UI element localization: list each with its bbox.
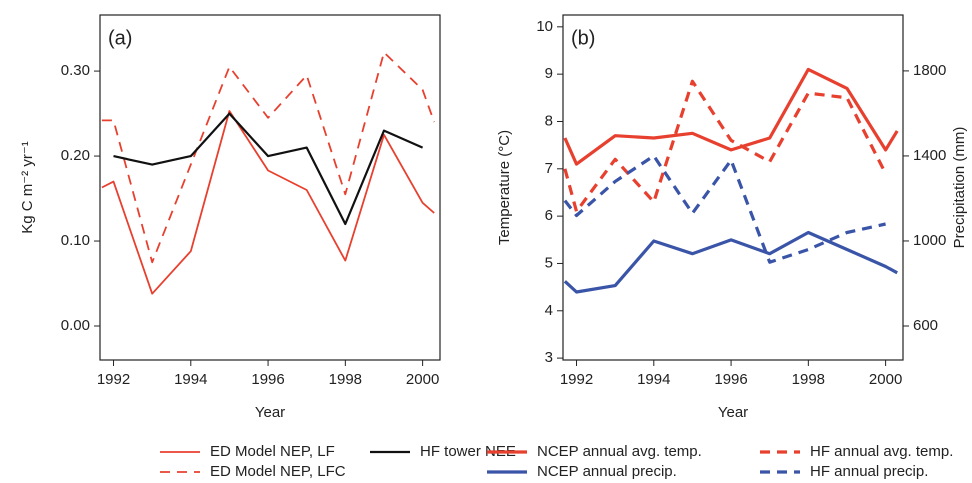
x-tick-label: 2000: [869, 371, 902, 388]
x-tick-label: 1994: [174, 371, 207, 388]
series-line: [101, 51, 436, 264]
y-tick-label: 0.10: [61, 232, 90, 249]
y-tick-label: 7: [545, 160, 553, 177]
legend-label: ED Model NEP, LFC: [210, 463, 346, 480]
y2-tick-label: 600: [913, 317, 938, 334]
legend-label: NCEP annual precip.: [537, 463, 677, 480]
y-tick-label: 9: [545, 65, 553, 82]
legend-label: HF tower NEE: [420, 443, 516, 460]
series-line: [563, 67, 899, 166]
series-line: [563, 79, 888, 213]
x-axis-label: Year: [255, 404, 285, 421]
x-tick-label: 1992: [97, 371, 130, 388]
y-tick-label: 0.30: [61, 62, 90, 79]
series-line: [113, 112, 424, 226]
y-tick-label: 4: [545, 302, 553, 319]
x-tick-label: 1994: [637, 371, 670, 388]
y-tick-label: 3: [545, 349, 553, 366]
series-line: [563, 230, 898, 294]
y-tick-label: 10: [536, 18, 553, 35]
legend-label: NCEP annual avg. temp.: [537, 443, 702, 460]
y2-axis-label: Precipitation (mm): [951, 127, 968, 249]
x-tick-label: 2000: [406, 371, 439, 388]
y-axis-label: Temperature (°C): [496, 130, 513, 245]
legend-label: HF annual avg. temp.: [810, 443, 953, 460]
legend-label: HF annual precip.: [810, 463, 928, 480]
series-line: [101, 110, 435, 295]
panel-label: (b): [571, 27, 595, 49]
x-tick-label: 1998: [792, 371, 825, 388]
legend-label: ED Model NEP, LF: [210, 443, 335, 460]
plot-frame: [99, 14, 441, 361]
y-tick-label: 0.00: [61, 317, 90, 334]
x-tick-label: 1996: [714, 371, 747, 388]
x-tick-label: 1998: [329, 371, 362, 388]
y-axis-label: Kg C m⁻² yr⁻¹: [19, 141, 36, 234]
plot-frame: [562, 14, 904, 361]
y2-tick-label: 1400: [913, 147, 946, 164]
y-tick-label: 6: [545, 207, 553, 224]
x-axis-label: Year: [718, 404, 748, 421]
y2-tick-label: 1000: [913, 232, 946, 249]
y-tick-label: 0.20: [61, 147, 90, 164]
x-tick-label: 1996: [251, 371, 284, 388]
y-tick-label: 8: [545, 112, 553, 129]
panel-label: (a): [108, 27, 132, 49]
y-tick-label: 5: [545, 254, 553, 271]
y2-tick-label: 1800: [913, 62, 946, 79]
x-tick-label: 1992: [560, 371, 593, 388]
